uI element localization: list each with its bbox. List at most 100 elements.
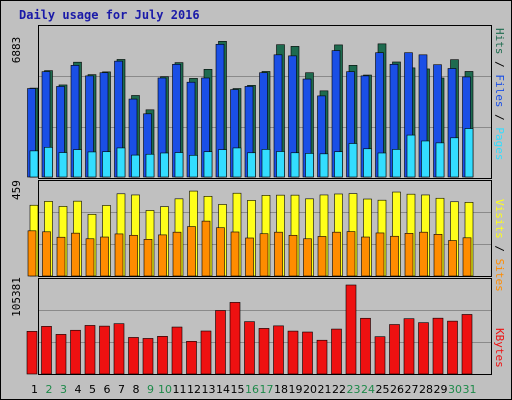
day-label-24: 24 [361,383,375,396]
pages-bar-day-24 [363,148,372,178]
sites-bar-day-8 [129,234,138,277]
sites-bar-day-9 [143,239,153,277]
pages-bar-day-1 [29,150,39,178]
top-panel-ymax-label: 6883 [10,37,23,64]
sites-bar-day-10 [158,234,167,277]
day-label-21: 21 [318,383,332,396]
day-label-23: 23 [347,383,361,396]
pages-bar-day-23 [348,143,358,178]
sites-bar-day-19 [288,234,298,277]
kbytes-bar-day-3 [55,334,67,375]
kbytes-bar-day-18 [273,325,284,375]
day-label-3: 3 [60,383,67,396]
pages-bar-day-9 [145,153,155,178]
day-label-14: 14 [216,383,230,396]
pages-bar-day-29 [435,142,445,178]
kbytes-bar-day-22 [331,328,342,375]
kbytes-bar-day-1 [26,331,38,375]
kbytes-bar-day-20 [302,331,313,375]
kbytes-bar-day-14 [215,310,226,375]
pages-bar-day-3 [58,152,68,178]
middle-panel-ymax-label: 459 [10,180,23,200]
pages-bar-day-10 [160,152,169,178]
pages-bar-day-11 [174,152,184,178]
day-label-19: 19 [289,383,303,396]
day-label-15: 15 [231,383,245,396]
sites-bar-day-27 [404,233,414,277]
sites-bar-day-7 [114,233,124,277]
pages-bar-day-31 [464,128,474,178]
chart-marks [26,41,491,375]
sites-bar-day-24 [361,236,370,277]
kbytes-bar-day-29 [432,317,444,375]
day-label-11: 11 [173,383,187,396]
bottom-panel-frame [38,278,492,375]
pages-bar-day-21 [319,153,329,178]
day-label-18: 18 [274,383,288,396]
pages-bar-day-18 [276,151,285,178]
day-label-31: 31 [463,383,477,396]
pages-bar-day-28 [421,140,430,178]
pages-bar-day-19 [290,152,300,178]
day-labels: 1 2 3 4 5 6 7 8 9 10 11 12 13 14 15 16 17 18 19 20 21 22 23 24 2… [31,383,477,396]
day-label-8: 8 [133,383,140,396]
day-label-17: 17 [260,383,274,396]
day-label-12: 12 [187,383,201,396]
sites-bar-day-20 [303,238,312,277]
sites-bar-day-21 [317,236,327,277]
sites-bar-day-26 [390,235,399,277]
kbytes-bar-day-21 [316,339,328,375]
legend-item-visits: Visits [493,199,506,239]
sites-bar-day-29 [433,234,443,277]
day-label-22: 22 [332,383,346,396]
day-label-1: 1 [31,383,38,396]
legend-panel-2: Visits / Sites [493,199,506,292]
sites-bar-day-22 [332,231,341,277]
middle-panel-frame [38,180,492,277]
pages-bar-day-20 [305,153,314,178]
sites-bar-day-1 [27,230,37,277]
kbytes-bar-day-16 [244,321,255,375]
day-label-13: 13 [202,383,216,396]
legend-item-hits: Hits [493,28,506,55]
pages-bar-day-14 [218,149,227,178]
kbytes-bar-day-2 [41,326,52,375]
legend-item-files: Files [493,74,506,107]
kbytes-bar-day-26 [389,324,400,375]
sites-bar-day-11 [172,231,182,277]
kbytes-bar-day-13 [200,330,212,375]
pages-bar-day-2 [44,146,53,178]
day-label-2: 2 [46,383,53,396]
kbytes-bar-day-5 [84,325,96,375]
day-label-10: 10 [158,383,172,396]
legend-item-sites: Sites [493,259,506,292]
sites-bar-day-6 [100,236,109,277]
sites-bar-day-4 [71,232,80,277]
pages-bar-day-4 [73,149,82,178]
kbytes-bar-day-9 [142,338,154,375]
legend-panel-3: KBytes [493,328,506,368]
day-label-27: 27 [405,383,419,396]
pages-bar-day-26 [392,149,401,178]
sites-bar-day-25 [375,232,385,277]
pages-bar-day-7 [116,147,126,178]
day-label-5: 5 [89,383,96,396]
kbytes-bar-day-28 [418,322,429,375]
sites-bar-day-30 [448,240,457,277]
legend-text-panel-2: Visits / Sites [493,199,506,292]
kbytes-bar-day-6 [99,325,110,375]
sites-bar-day-28 [419,231,428,277]
bottom-panel-ymax-label: 105381 [10,277,23,317]
day-label-9: 9 [147,383,154,396]
sites-bar-day-23 [346,231,356,277]
legend-item-pages: Pages [493,127,506,160]
kbytes-bar-day-27 [403,318,415,375]
pages-bar-day-5 [87,151,97,178]
kbytes-bar-day-11 [171,326,183,375]
pages-bar-day-27 [406,134,416,178]
pages-bar-day-17 [261,149,271,178]
chart-legends: Hits / Files / Pages Visits / Sites KBytes [493,28,506,368]
sites-bar-day-5 [85,238,95,277]
sites-bar-day-31 [462,237,472,277]
pages-bar-day-30 [450,137,459,178]
